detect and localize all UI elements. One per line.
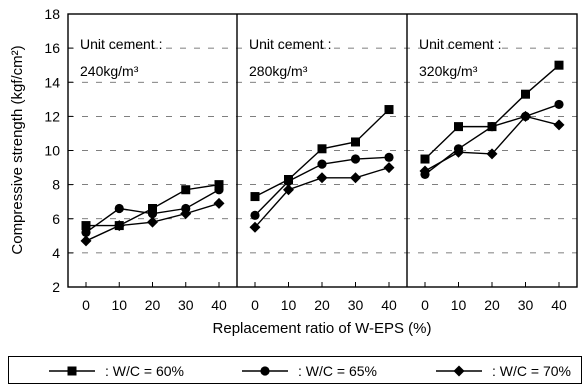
panel-2-series-65-point-20: [317, 159, 327, 169]
panel-2-series-60-point-30: [351, 137, 360, 147]
x-tick-label-p2-0: 0: [251, 297, 259, 313]
panel-1-series-65-point-40: [214, 185, 224, 195]
x-tick-label-p2-20: 20: [314, 297, 330, 313]
legend-square-marker: [67, 366, 77, 376]
panel-3-title-line2: 320kg/m³: [419, 63, 478, 79]
panel-2-series-65-point-30: [350, 154, 361, 164]
x-tick-label-p2-40: 40: [381, 297, 397, 313]
panel-2-series-60-point-0: [250, 192, 260, 202]
x-tick-label-p3-30: 30: [518, 297, 534, 313]
y-tick-label-14: 14: [44, 74, 60, 90]
panel-1-title-line1: Unit cement :: [80, 36, 162, 52]
legend-circle-label: : W/C = 65%: [298, 363, 377, 379]
panel-1-series-60-point-40: [214, 180, 224, 190]
x-tick-label-p3-10: 10: [451, 297, 467, 313]
panel-3-series-65-point-40: [554, 99, 564, 110]
y-axis-title: Compressive strength (kgf/cm²): [9, 45, 26, 254]
y-tick-label-8: 8: [52, 177, 60, 193]
legend-square-label: : W/C = 60%: [105, 363, 184, 379]
x-tick-label-p2-30: 30: [348, 297, 364, 313]
panel-1-series-65-point-0: [81, 227, 91, 237]
panel-2-series-70-point-10: [283, 184, 294, 196]
x-tick-label-p1-0: 0: [82, 297, 90, 313]
panel-1-title-line2: 240kg/m³: [80, 63, 139, 79]
x-tick-label-p3-0: 0: [421, 297, 429, 313]
x-axis-title: Replacement ratio of W-EPS (%): [213, 320, 432, 337]
panel-3-series-70-point-30: [520, 110, 531, 122]
panel-2-series-70-point-20: [316, 172, 328, 184]
legend-diamond-marker: [453, 365, 465, 377]
y-tick-label-18: 18: [44, 6, 60, 22]
y-tick-label-16: 16: [44, 40, 60, 56]
panel-1-series-60-point-30: [181, 185, 191, 195]
y-tick-label-12: 12: [44, 108, 60, 124]
panel-2-series-60-point-20: [317, 144, 327, 154]
x-tick-label-p1-10: 10: [111, 297, 127, 313]
panel-3-series-70-point-10: [453, 146, 464, 158]
axis-layer: 2 4 6 8 10 12 14 16 18 0 10 20 30 40 0 10 20 30 40 0 10 20 30 4…: [44, 6, 578, 313]
panel-1-series-70-point-40: [213, 197, 225, 209]
x-tick-label-p3-40: 40: [551, 297, 567, 313]
panel-3-series-60-point-0: [420, 154, 430, 164]
panel-3-series-60-point-40: [554, 60, 564, 70]
panel-1-series-70-point-10: [113, 220, 125, 232]
panel-layer: Unit cement : 240kg/m³ Unit cement : 280kg/…: [80, 36, 501, 79]
panel-3-series-70-point-20: [486, 148, 498, 160]
panel-2-series-70-point-0: [249, 221, 261, 233]
panel-1-series-65-point-10: [114, 203, 124, 214]
y-tick-label-4: 4: [52, 245, 60, 261]
y-tick-label-6: 6: [52, 211, 60, 227]
y-tick-label-2: 2: [52, 279, 60, 295]
panel-1-series-65-point-20: [147, 209, 158, 219]
panel-2-title-line2: 280kg/m³: [249, 63, 308, 79]
x-tick-label-p1-40: 40: [211, 297, 227, 313]
legend: : W/C = 60% : W/C = 65% : W/C = 70%: [8, 356, 582, 384]
panel-1-series-60-point-20: [148, 204, 157, 214]
panel-2-series-65-point-0: [250, 210, 260, 220]
y-tick-label-10: 10: [44, 143, 60, 159]
x-tick-label-p1-20: 20: [145, 297, 161, 313]
panel-3-title-line1: Unit cement :: [419, 36, 501, 52]
legend-graphic: : W/C = 60% : W/C = 65% : W/C = 70%: [49, 363, 571, 379]
panel-3-series-65-point-20: [487, 122, 497, 132]
x-tick-label-p2-10: 10: [281, 297, 297, 313]
panel-1-series-70-point-20: [147, 216, 158, 228]
panel-2-series-60-point-40: [384, 105, 394, 115]
x-tick-label-p1-30: 30: [178, 297, 194, 313]
panel-3-series-60-point-10: [454, 122, 463, 132]
panel-3-series-70-point-0: [419, 165, 431, 177]
panel-3-series-70-point-40: [553, 119, 565, 131]
panel-1-series-60-point-0: [81, 221, 91, 231]
legend-diamond-label: : W/C = 70%: [492, 363, 571, 379]
panel-2-series-65-point-10: [283, 176, 294, 186]
panel-2-title-line1: Unit cement :: [249, 36, 331, 52]
panel-1-series-70-point-0: [80, 235, 92, 247]
x-tick-label-p3-20: 20: [484, 297, 500, 313]
panel-2-series-70-point-40: [383, 162, 395, 174]
panel-2-series-70-point-30: [350, 172, 361, 184]
panel-2-series-65-point-40: [384, 152, 394, 162]
panel-1-series-70-point-30: [180, 208, 192, 220]
panel-3-series-60-point-30: [521, 89, 530, 99]
legend-circle-marker: [260, 366, 270, 376]
series-layer: [80, 60, 565, 247]
